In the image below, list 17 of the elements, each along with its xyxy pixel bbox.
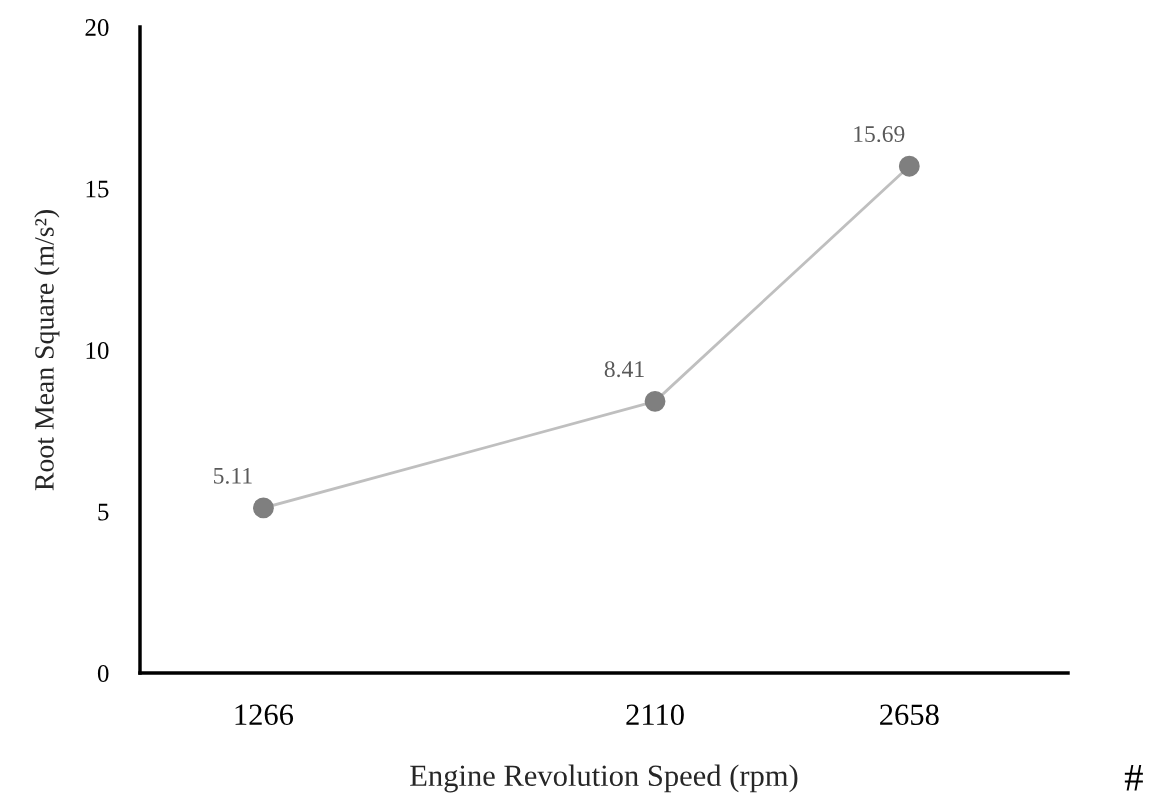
y-tick-label: 10: [86, 342, 109, 359]
data-label: 5.11: [214, 467, 252, 484]
y-tick-label: 15: [86, 180, 109, 198]
text: #: [1124, 765, 1143, 791]
point: [898, 155, 920, 177]
x-tick-label: 2658: [880, 704, 939, 726]
y-tick-label: 5: [98, 503, 109, 521]
x-tick-label: 1266: [235, 704, 294, 726]
point: [644, 390, 666, 412]
y-axis-title: Root Mean Square (m/s²): [34, 210, 60, 491]
x-tick-label: 2110: [626, 704, 684, 726]
y-tick-label: 0: [97, 665, 109, 682]
data-label: 8.41: [604, 361, 644, 378]
data-label: 15.69: [854, 126, 905, 143]
point: [253, 497, 274, 519]
x-axis-title: Engine Revolution Speed (rpm): [410, 764, 798, 793]
y-tick-label: 20: [85, 19, 109, 36]
